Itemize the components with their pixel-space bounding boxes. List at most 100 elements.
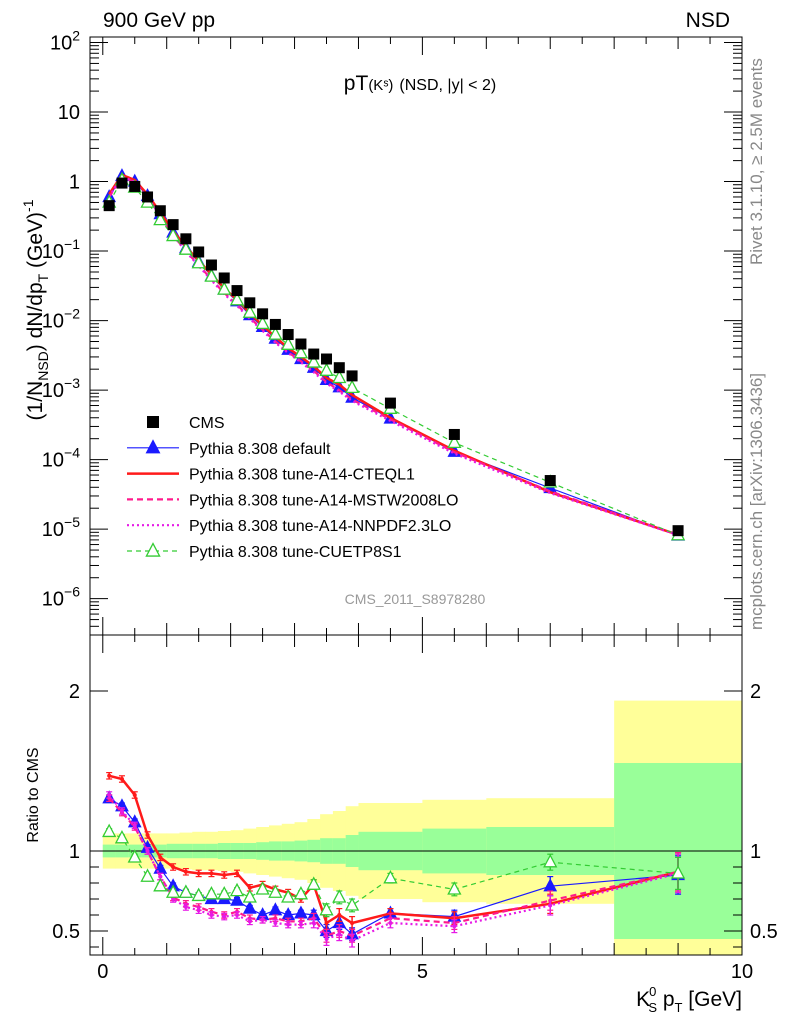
ratio-point-default bbox=[268, 902, 283, 916]
legend-label-cteql1: Pythia 8.308 tune-A14-CTEQL1 bbox=[189, 467, 415, 484]
point-cuetp8s1 bbox=[268, 326, 283, 340]
y-tick-label: 10 bbox=[58, 102, 80, 124]
data-point bbox=[448, 428, 460, 440]
ratio-point-cuetp8s1 bbox=[165, 884, 181, 898]
point-cuetp8s1 bbox=[204, 268, 219, 282]
legend-marker-data bbox=[147, 416, 159, 428]
point-cuetp8s1 bbox=[319, 362, 334, 376]
data-point bbox=[282, 329, 294, 341]
ratio-point-cteql1 bbox=[132, 793, 137, 797]
ratio-point-cteql1 bbox=[222, 873, 227, 877]
ratio-point-nnpdf bbox=[145, 849, 150, 853]
ratio-point-nnpdf bbox=[298, 922, 303, 927]
y-tick-label: 10−5 bbox=[42, 514, 80, 541]
legend: CMS Pythia 8.308 default Pythia 8.308 tune… bbox=[127, 415, 458, 561]
ratio-line-mstw bbox=[108, 797, 679, 938]
legend-label-mstw: Pythia 8.308 tune-A14-MSTW2008LO bbox=[189, 492, 458, 509]
data-point bbox=[672, 525, 684, 537]
ratio-panel: 0 5 10 0.5 0.5 1 1 2 2 Ratio to CMS K0 S pT [GeV] bbox=[25, 634, 778, 1015]
ratio-point-cteql1 bbox=[158, 855, 163, 860]
data-point bbox=[257, 308, 269, 320]
ratio-point-cteql1 bbox=[119, 777, 124, 781]
ratio-panel-frame bbox=[89, 634, 743, 956]
data-point bbox=[193, 246, 205, 258]
y-tick-label: 10−3 bbox=[42, 375, 80, 402]
legend-label-data: CMS bbox=[189, 415, 225, 432]
point-cuetp8s1 bbox=[165, 227, 181, 242]
header-left-label: 900 GeV pp bbox=[103, 9, 215, 32]
point-cuetp8s1 bbox=[281, 336, 296, 350]
ratio-point-cuetp8s1 bbox=[383, 869, 398, 884]
y-tick-label: 10−2 bbox=[42, 306, 80, 333]
header-right-label: NSD bbox=[686, 9, 730, 32]
ratio-ylabel: Ratio to CMS bbox=[25, 747, 42, 842]
x-axis-label: K0 S pT [GeV] bbox=[636, 984, 742, 1015]
ratio-point-default bbox=[230, 892, 244, 906]
data-point bbox=[244, 297, 256, 309]
point-cuetp8s1 bbox=[191, 254, 206, 269]
legend-marker-default bbox=[145, 439, 161, 454]
ratio-point-cuetp8s1 bbox=[319, 901, 334, 916]
ratio-point-nnpdf bbox=[183, 905, 188, 909]
ratio-point-cteql1 bbox=[337, 913, 342, 917]
ratio-point-nnpdf bbox=[388, 921, 393, 925]
ratio-point-cuetp8s1 bbox=[114, 829, 130, 844]
point-cuetp8s1 bbox=[153, 211, 168, 226]
point-cuetp8s1 bbox=[178, 241, 194, 255]
ratio-point-nnpdf bbox=[209, 913, 214, 917]
ratio-point-nnpdf bbox=[222, 914, 227, 919]
data-point bbox=[231, 285, 243, 297]
ratio-point-cuetp8s1 bbox=[447, 881, 462, 895]
ratio-point-cteql1 bbox=[209, 871, 214, 876]
ratio-point-cuetp8s1 bbox=[229, 882, 245, 897]
main-ylabel: (1/NNSD) dN/dpT (GeV)-1 bbox=[20, 199, 51, 420]
ratio-point-cuetp8s1 bbox=[543, 853, 558, 868]
ratio-point-nnpdf bbox=[273, 921, 278, 925]
ratio-point-cuetp8s1 bbox=[268, 884, 283, 898]
point-cuetp8s1 bbox=[344, 379, 360, 394]
data-point bbox=[129, 180, 141, 192]
data-point bbox=[346, 370, 358, 382]
ratio-point-nnpdf bbox=[158, 874, 163, 879]
ratio-point-cuetp8s1 bbox=[332, 889, 347, 903]
ratio-point-cteql1 bbox=[247, 885, 252, 890]
x-tick-label: 0 bbox=[97, 961, 108, 983]
ratio-point-cuetp8s1 bbox=[178, 884, 194, 898]
ratio-point-nnpdf bbox=[311, 921, 316, 925]
point-cuetp8s1 bbox=[306, 354, 321, 368]
point-cuetp8s1 bbox=[242, 304, 257, 318]
legend-label-cuetp8s1: Pythia 8.308 tune-CUETP8S1 bbox=[189, 544, 402, 561]
ratio-point-nnpdf bbox=[196, 908, 201, 913]
ratio-point-default bbox=[242, 900, 257, 914]
ratio-point-cuetp8s1 bbox=[127, 849, 142, 863]
ratio-point-nnpdf bbox=[260, 917, 265, 922]
legend-label-default: Pythia 8.308 default bbox=[189, 441, 331, 458]
analysis-id-label: CMS_2011_S8978280 bbox=[345, 591, 486, 607]
data-point bbox=[142, 191, 154, 203]
data-point bbox=[180, 233, 192, 245]
ratio-point-nnpdf bbox=[235, 913, 240, 917]
ratio-point-cuetp8s1 bbox=[191, 887, 206, 902]
ratio-point-cuetp8s1 bbox=[102, 823, 117, 838]
ratio-point-cuetp8s1 bbox=[217, 885, 232, 900]
ratio-line-nnpdf bbox=[108, 794, 679, 942]
ratio-point-cteql1 bbox=[235, 871, 240, 876]
point-cuetp8s1 bbox=[217, 281, 232, 295]
series-line-cuetp8s1 bbox=[108, 179, 679, 536]
ratio-point-cteql1 bbox=[183, 869, 188, 874]
data-point bbox=[321, 353, 333, 365]
ratio-point-cteql1 bbox=[171, 865, 176, 869]
ratio-point-cteql1 bbox=[196, 871, 201, 876]
ratio-point-nnpdf bbox=[337, 932, 342, 937]
ratio-point-cuetp8s1 bbox=[306, 876, 321, 890]
main-title: pT(Kˢ) (NSD, |y| < 2) bbox=[344, 72, 496, 95]
x-tick-label: 10 bbox=[731, 961, 753, 983]
ratio-y-tick-label: 0.5 bbox=[52, 921, 80, 943]
y-tick-label: 10−1 bbox=[42, 236, 80, 263]
data-point bbox=[103, 200, 115, 212]
ratio-point-cuetp8s1 bbox=[344, 897, 360, 911]
data-point bbox=[544, 475, 556, 487]
y-tick-label: 10−6 bbox=[42, 584, 80, 611]
ratio-point-nnpdf bbox=[247, 919, 252, 924]
